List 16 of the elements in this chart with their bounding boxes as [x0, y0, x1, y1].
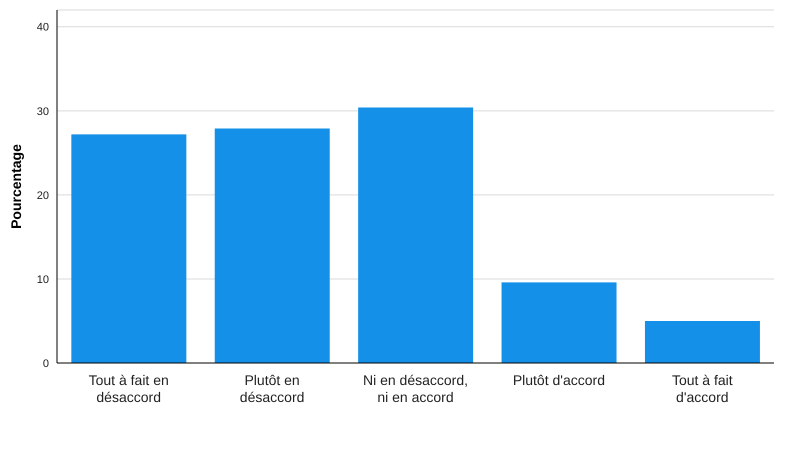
bar: [502, 282, 617, 363]
bar: [71, 134, 186, 363]
x-tick-label: Tout à fait en désaccord: [88, 372, 169, 405]
y-tick-label: 40: [36, 22, 49, 34]
y-tick-label: 10: [36, 274, 49, 286]
x-tick-label: Plutôt en désaccord: [240, 372, 304, 405]
bar: [358, 107, 474, 363]
x-tick-label: Ni en désaccord, ni en accord: [362, 372, 468, 405]
y-tick-label: 30: [36, 106, 49, 118]
y-tick-label: 20: [36, 190, 49, 202]
x-tick-label: Tout à fait d'accord: [672, 372, 733, 405]
bar: [644, 320, 760, 363]
y-axis-title: Pourcentage: [8, 144, 24, 229]
bar: [214, 128, 330, 363]
x-tick-label: Plutôt d'accord: [512, 372, 605, 388]
y-tick-label: 0: [42, 358, 49, 370]
